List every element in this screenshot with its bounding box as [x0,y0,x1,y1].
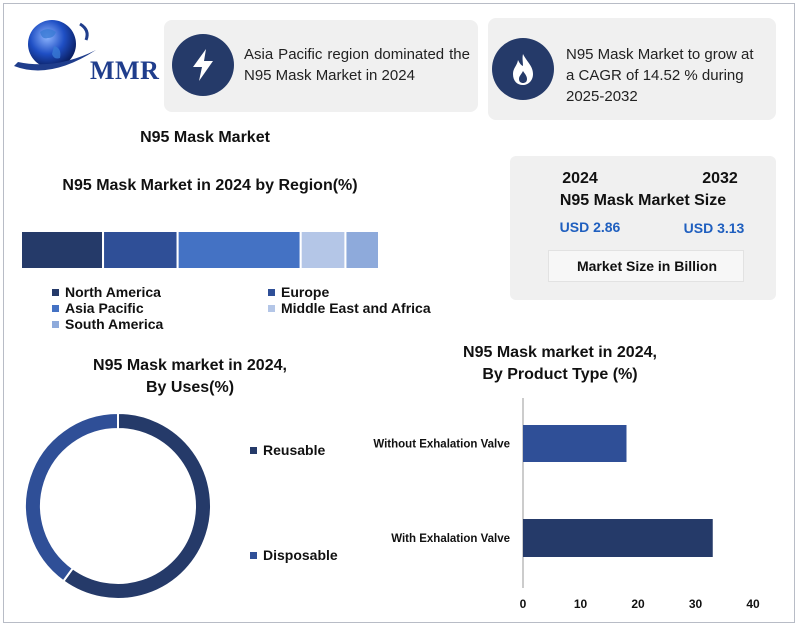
logo-text: MMR [90,56,160,85]
legend-north-america: North America [52,284,161,300]
region-segment-europe [102,230,179,270]
legend-swatch [250,551,257,559]
legend-label: Europe [281,284,330,300]
banner-text: N95 Mask Market to grow at a CAGR of 14.… [566,46,754,105]
region-segment-asia-pacific [176,230,302,270]
year-start: 2024 [562,170,598,187]
legend-label: South America [65,316,164,332]
main-title: N95 Mask Market [140,129,270,146]
legend-europe: Europe [268,284,329,300]
product-x-tick-label: 0 [520,597,527,611]
product-category-label: Without Exhalation Valve [373,439,510,451]
value-start: USD 2.86 [559,219,621,235]
banner-asia-pacific: Asia Pacific region dominated the N95 Ma… [164,20,478,112]
product-x-tick-label: 10 [574,597,588,611]
product-bar-without-exhalation-valve [523,425,627,462]
legend-swatch [268,304,275,312]
unit-note-box: Market Size in Billion [548,250,744,282]
legend-reusable: Reusable [250,442,325,458]
uses-chart-title-line2: By Uses(%) [145,379,235,396]
legend-label: Reusable [263,442,326,458]
legend-swatch [52,288,59,296]
flame-icon [492,38,554,100]
product-x-tick-label: 40 [746,597,760,611]
globe-icon [14,20,96,71]
product-x-tick-label: 20 [631,597,645,611]
legend-middle-east-africa: Middle East and Africa [268,300,431,316]
legend-label: North America [65,284,161,300]
infographic-frame [3,3,795,623]
market-size-panel: 2024 2032 N95 Mask Market Size USD 2.86 … [510,156,776,300]
legend-swatch [52,304,59,312]
mmr-logo: MMR [10,16,160,85]
value-end: USD 3.13 [683,220,745,236]
legend-asia-pacific: Asia Pacific [52,300,144,316]
region-chart-title: N95 Mask Market in 2024 by Region(%) [62,177,358,194]
legend-south-america: South America [52,316,163,332]
legend-label: Middle East and Africa [281,300,431,316]
banner-cagr: N95 Mask Market to grow at a CAGR of 14.… [488,18,776,120]
region-segment-south-america [344,230,380,270]
legend-swatch [52,320,59,328]
product-category-label: With Exhalation Valve [391,533,510,545]
legend-swatch [268,288,275,296]
unit-note: Market Size in Billion [576,258,718,274]
market-size-title: N95 Mask Market Size [559,192,727,209]
donut-slice-reusable [61,411,212,600]
region-segment-north-america [20,230,105,270]
legend-disposable: Disposable [250,547,338,563]
lightning-bolt-icon [172,34,234,96]
uses-chart-title-line1: N95 Mask market in 2024, [93,357,287,374]
legend-label: Asia Pacific [65,300,144,316]
region-segment-middle-east-and-africa [299,230,347,270]
product-chart-title-line2: By Product Type (%) [482,366,638,383]
product-x-tick-label: 30 [689,597,703,611]
banner-text: Asia Pacific region dominated the N95 Ma… [244,46,470,84]
legend-label: Disposable [263,547,338,563]
product-chart-title-line1: N95 Mask market in 2024, [463,344,657,361]
donut-slice-disposable [24,411,119,583]
legend-swatch [250,446,257,454]
year-end: 2032 [702,170,738,187]
product-bar-with-exhalation-valve [523,519,713,557]
